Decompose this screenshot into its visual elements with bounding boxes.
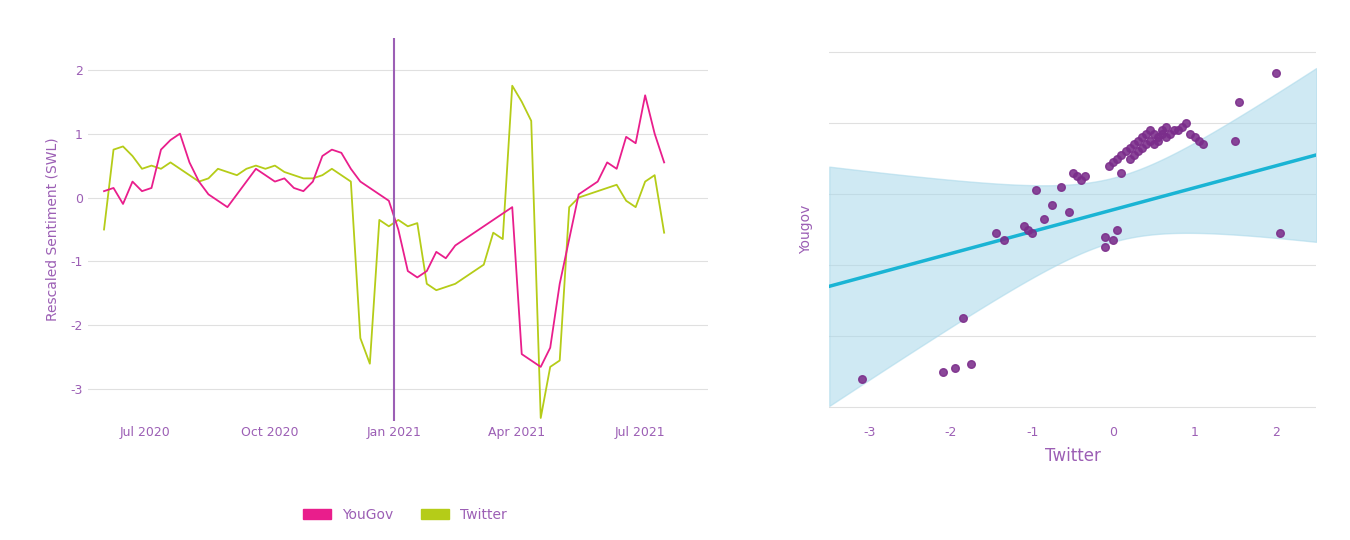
Point (1224, 137, 1246, 145)
Point (1156, 122, 1177, 131)
Point (1127, 137, 1149, 145)
Point (1103, 236, 1125, 245)
Point (1071, 176, 1092, 184)
Point (1143, 140, 1165, 149)
Point (1176, 119, 1197, 127)
Point (1075, 172, 1096, 180)
Point (960, 360, 981, 369)
Point (1058, 207, 1080, 216)
Point (1148, 133, 1169, 141)
Y-axis label: Yougov: Yougov (799, 205, 813, 254)
Point (1018, 225, 1040, 234)
Point (1160, 129, 1181, 138)
Point (944, 363, 965, 372)
Point (1188, 137, 1210, 145)
Point (1111, 168, 1133, 177)
Point (1139, 137, 1161, 145)
Point (1135, 140, 1157, 149)
Point (1172, 122, 1193, 131)
Point (931, 367, 953, 376)
Point (1066, 172, 1088, 180)
Point (1095, 243, 1116, 252)
Point (1107, 154, 1129, 163)
Point (1115, 147, 1137, 156)
Point (1014, 221, 1035, 230)
Point (1148, 137, 1169, 145)
Point (1143, 129, 1165, 138)
Point (1099, 161, 1120, 170)
Point (952, 314, 973, 322)
Point (1050, 183, 1072, 191)
Point (1131, 133, 1153, 141)
Point (1184, 133, 1206, 141)
Point (1156, 133, 1177, 141)
Point (1139, 126, 1161, 134)
Point (1095, 232, 1116, 241)
Point (850, 374, 872, 383)
Point (1152, 126, 1173, 134)
Point (1127, 147, 1149, 156)
Point (1265, 69, 1287, 78)
Point (1168, 126, 1189, 134)
Legend: YouGov, Twitter: YouGov, Twitter (297, 503, 513, 528)
Point (1164, 126, 1185, 134)
Point (1180, 129, 1202, 138)
Point (1103, 158, 1125, 166)
Point (1228, 97, 1250, 106)
Point (1119, 144, 1141, 152)
Point (1026, 186, 1048, 195)
Point (1123, 140, 1145, 149)
Point (1062, 168, 1084, 177)
Point (986, 229, 1007, 238)
Y-axis label: Rescaled Sentiment (SWL): Rescaled Sentiment (SWL) (46, 138, 59, 321)
Point (994, 236, 1015, 245)
Point (1123, 151, 1145, 159)
Point (1119, 154, 1141, 163)
Point (1111, 151, 1133, 159)
Point (1131, 144, 1153, 152)
Point (1152, 129, 1173, 138)
Point (1034, 214, 1056, 223)
Point (1107, 225, 1129, 234)
X-axis label: Twitter: Twitter (1045, 448, 1100, 465)
Point (1135, 129, 1157, 138)
Point (1042, 200, 1064, 209)
Point (1192, 140, 1214, 149)
Point (1022, 229, 1044, 238)
Point (1269, 229, 1291, 238)
